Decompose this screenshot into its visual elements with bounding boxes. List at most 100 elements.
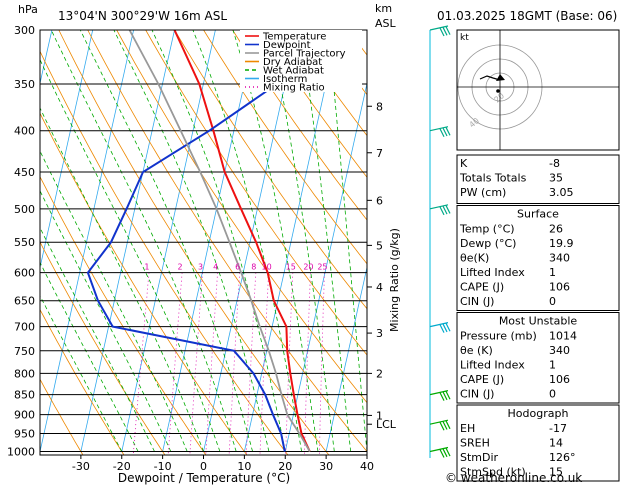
dry-adiabat-line [87,30,367,453]
index-label: Temp (°C) [459,223,515,236]
height-tick-label: 1 [376,409,383,422]
index-value: -17 [549,422,567,435]
wet-adiabat-line [50,30,237,452]
mixing-ratio-line [167,272,183,455]
index-value: 15 [549,466,563,479]
temperature-tick-labels: -30 -20 -10 0 10 20 30 40 [72,455,374,473]
temperature-tick-label: -10 [154,460,172,473]
wind-barb-flag [442,421,448,430]
index-value: 340 [549,252,570,265]
indices-section-title: Most Unstable [499,315,578,328]
wind-barb-flag [445,26,451,35]
credit-label: © weatheronline.co.uk [445,471,582,485]
datetime-label: 01.03.2025 18GMT (Base: 06) [437,9,617,23]
mixing-ratio-label: 6 [235,263,240,272]
pressure-tick-labels: 300 350 400 450 500 550 600 650 700 750 800 850 900 9… [7,24,35,459]
wind-barb-flag [442,27,448,36]
mixing-ratio-label: 2 [178,263,183,272]
index-label: CIN (J) [460,295,494,308]
index-value: 1 [549,266,556,279]
mixing-ratio-line [228,272,240,455]
index-label: Pressure (mb) [460,330,537,343]
height-unit-km: km [375,2,392,15]
index-value: 14 [549,437,563,450]
temperature-tick-label: 40 [360,460,374,473]
isotherm-line [0,30,11,452]
wind-barb-staff [429,322,449,328]
x-axis-label: Dewpoint / Temperature (°C) [118,471,290,485]
location-label: 13°04'N 300°29'W 16m ASL [58,9,227,23]
wind-barb-flag [445,390,451,400]
height-tick-label: 5 [376,239,383,252]
height-tick-label: 2 [376,367,383,380]
index-label: PW (cm) [460,186,506,199]
wet-adiabat-line [300,30,352,452]
index-value: 35 [549,172,563,185]
indices-section-title: Surface [517,208,559,221]
pressure-unit: hPa [18,3,38,16]
wind-barb-flag [439,421,445,431]
indices-section-frame [456,205,620,311]
index-label: θe(K) [460,252,489,265]
index-label: Lifted Index [460,359,525,372]
dry-adiabat-line [40,175,207,455]
mixing-ratio-label: 1 [144,263,149,272]
dry-adiabat-line [261,30,367,178]
temperature-tick-label: 0 [200,460,207,473]
wind-barb-flag [439,449,445,458]
index-label: EH [460,422,475,435]
pressure-tick-label: 850 [14,389,35,402]
pressure-tick-label: 550 [14,236,35,249]
wind-barb-flag [439,324,445,333]
dry-adiabat-line [174,30,367,310]
mixing-ratio-label: 3 [198,263,203,272]
wind-barb-staff [429,446,449,453]
hodograph-unit: kt [460,33,469,43]
pressure-tick-label: 300 [14,24,35,37]
indices-section-frame [456,404,620,482]
index-label: Dewp (°C) [460,237,516,250]
wind-barb-flag [439,392,445,401]
indices-section-title: Hodograph [508,407,569,420]
dry-adiabat-line [58,30,330,455]
wind-barb-flag [445,205,451,214]
temperature-tick-label: -30 [72,460,90,473]
pressure-tick-label: 500 [14,203,35,216]
index-label: Lifted Index [460,266,525,279]
mixing-ratio-label: 20 [303,263,313,272]
wind-barb-staff [429,419,449,425]
pressure-tick-label: 600 [14,267,35,280]
hodograph: kt 20 40 [456,29,620,151]
index-value: 0 [549,388,556,401]
isotherm-line [40,30,94,270]
indices-section-frame [456,312,620,404]
wind-barb-flag [445,420,451,430]
index-value: 1 [549,359,556,372]
wind-barb-flag [442,205,448,215]
mixing-ratio-label: 15 [286,263,296,272]
dry-adiabat-line [145,30,367,356]
wind-barb-staff [429,390,449,396]
index-value: -8 [549,157,560,170]
height-tick-label: 8 [376,100,383,113]
background-lines [0,30,367,455]
indices-section-frame [456,154,620,204]
legend-label: Dewpoint [263,40,311,51]
mixing-ratio-axis-label: Mixing Ratio (g/kg) [388,228,401,332]
storm-motion-marker [496,74,505,81]
wet-adiabat-line [268,30,335,452]
wind-barb-flag [439,206,445,216]
hodograph-frame [456,29,620,151]
index-label: StmSpd (kt) [460,466,526,479]
height-tick-label: LCL [376,418,397,431]
legend-label: Mixing Ratio [263,83,325,94]
wind-barbs [429,25,451,458]
wet-adiabat-line [232,30,319,452]
index-value: 106 [549,373,570,386]
height-tick-label: 6 [376,194,383,207]
legend-label: Wet Adiabat [263,66,324,77]
pressure-tick-label: 950 [14,428,35,441]
